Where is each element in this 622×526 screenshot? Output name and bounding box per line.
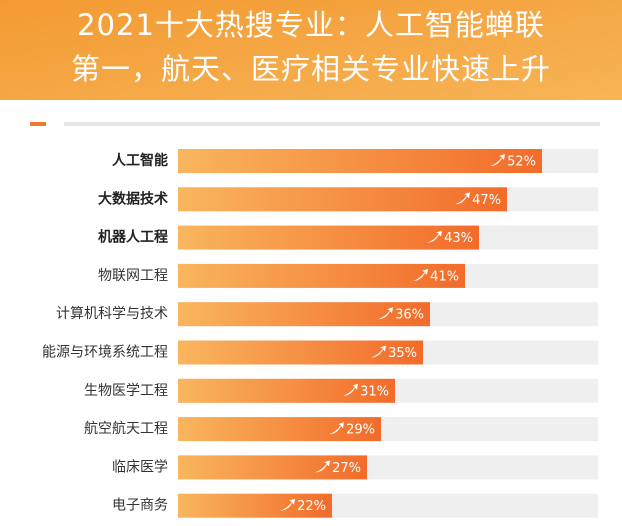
category-label: 物联网工程 — [98, 268, 168, 284]
divider — [64, 122, 600, 126]
trend-arrow — [343, 383, 358, 396]
category-label: 航空航天工程 — [84, 421, 168, 437]
bar — [178, 225, 479, 250]
category-label: 机器人工程 — [98, 229, 168, 246]
trend-arrow — [378, 307, 393, 320]
trend-arrow — [455, 192, 470, 205]
value-label: 22% — [297, 499, 326, 514]
bar — [178, 149, 542, 173]
bar — [178, 340, 423, 365]
bar — [178, 378, 395, 403]
value-label: 35% — [388, 346, 417, 361]
trend-arrow — [315, 460, 330, 473]
value-label: 29% — [346, 423, 375, 438]
bar — [178, 417, 381, 442]
chart-title: 2021十大热搜专业：人工智能蝉联 — [77, 8, 545, 42]
category-label: 电子商务 — [112, 498, 168, 514]
bar — [178, 493, 332, 518]
header-band — [0, 0, 622, 100]
trend-arrow — [280, 498, 295, 511]
value-label: 43% — [444, 231, 473, 246]
category-label: 人工智能 — [112, 152, 168, 169]
trend-arrow — [413, 268, 428, 281]
value-label: 41% — [430, 269, 459, 284]
accent-dash — [30, 122, 46, 126]
category-label: 生物医学工程 — [84, 383, 168, 399]
bar — [178, 187, 507, 212]
category-label: 大数据技术 — [98, 190, 168, 207]
trend-arrow — [329, 422, 344, 435]
trend-arrow — [490, 154, 505, 166]
trend-arrow — [371, 345, 386, 358]
category-label: 临床医学 — [112, 459, 168, 475]
bar — [178, 455, 367, 480]
chart-title: 第一，航天、医疗相关专业快速上升 — [71, 52, 551, 86]
value-label: 27% — [332, 461, 361, 476]
trend-arrow — [427, 230, 442, 243]
category-label: 能源与环境系统工程 — [42, 345, 168, 361]
bar — [178, 302, 430, 327]
bar — [178, 263, 465, 288]
value-label: 47% — [472, 193, 501, 208]
value-label: 36% — [395, 308, 424, 323]
category-label: 计算机科学与技术 — [56, 306, 168, 322]
value-label: 52% — [507, 155, 536, 170]
value-label: 31% — [360, 384, 389, 399]
